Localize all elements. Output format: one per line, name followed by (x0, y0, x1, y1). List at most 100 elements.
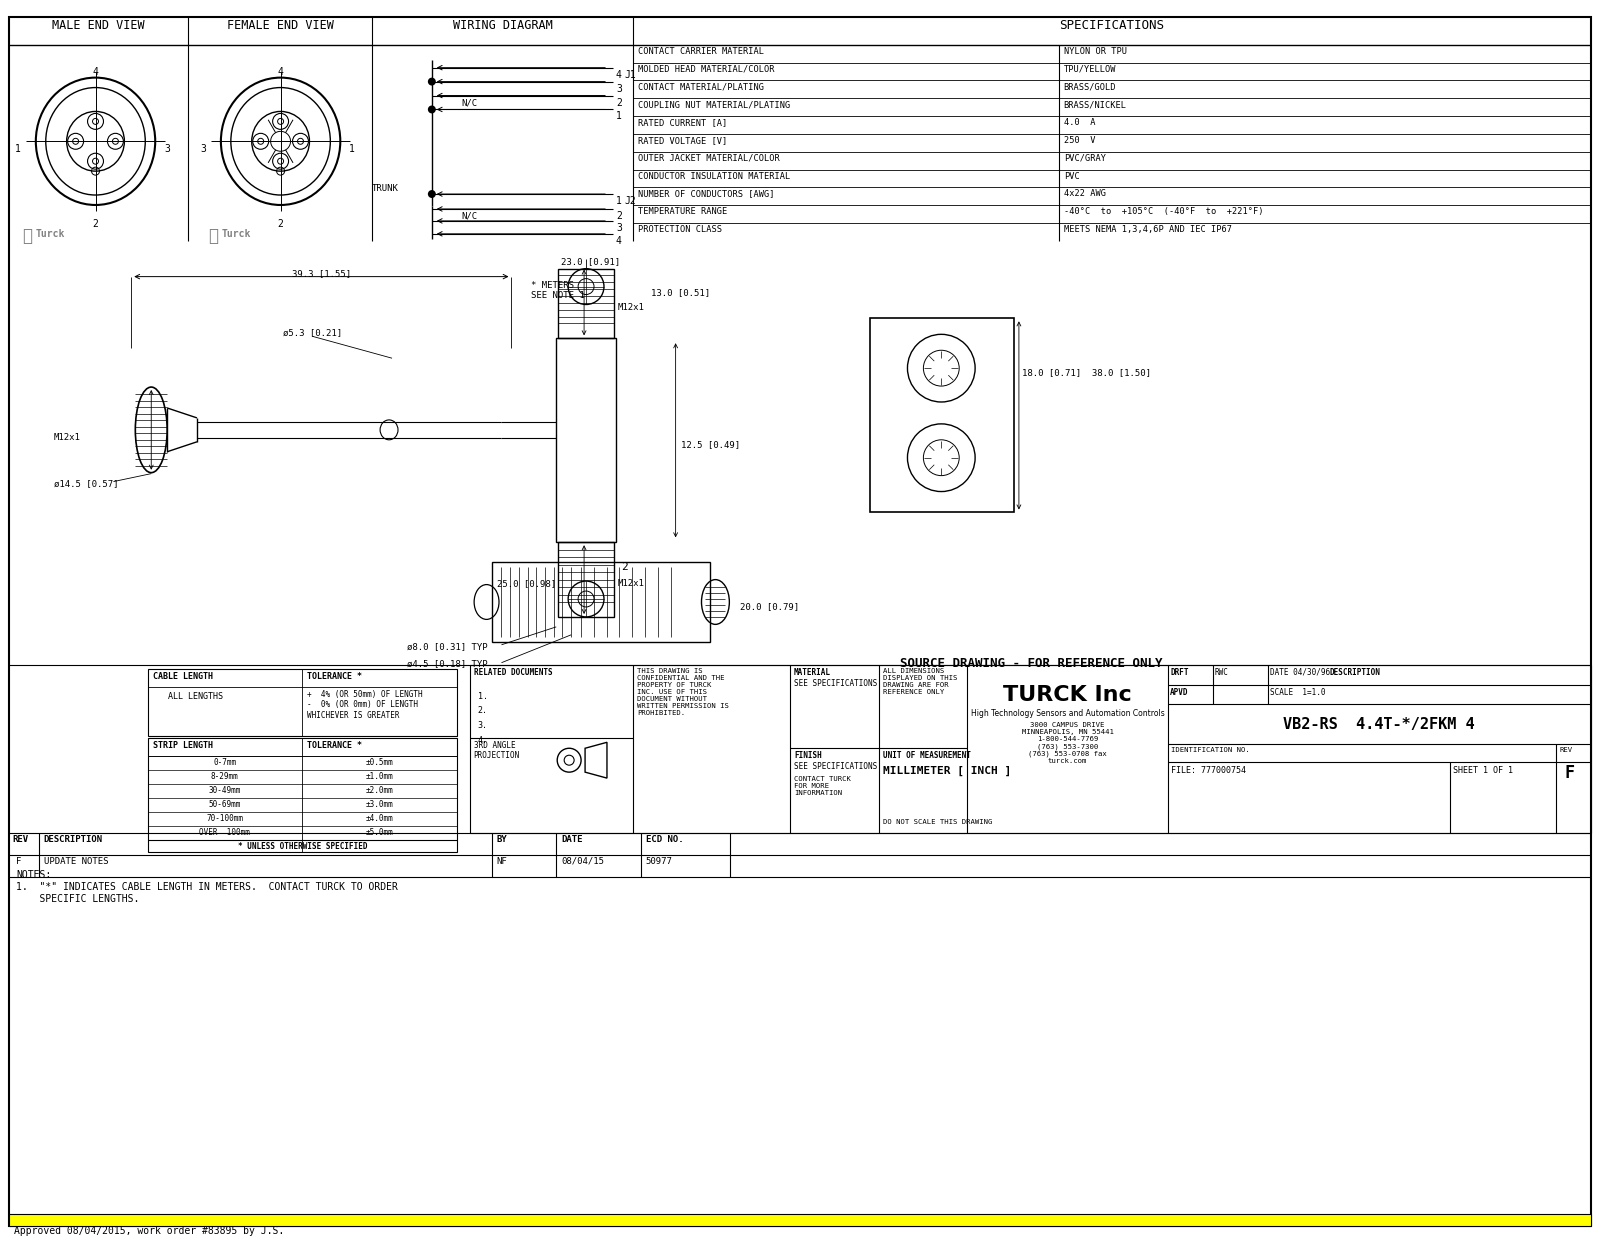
Text: RATED CURRENT [A]: RATED CURRENT [A] (638, 118, 726, 127)
Circle shape (427, 190, 435, 198)
Text: ø14.5 [0.57]: ø14.5 [0.57] (54, 480, 118, 489)
Text: ALL LENGTHS: ALL LENGTHS (168, 691, 222, 700)
Text: WHICHEVER IS GREATER: WHICHEVER IS GREATER (307, 711, 400, 720)
Text: COUPLING NUT MATERIAL/PLATING: COUPLING NUT MATERIAL/PLATING (638, 100, 790, 109)
Text: 1: 1 (616, 195, 622, 207)
Text: UPDATE NOTES: UPDATE NOTES (43, 857, 109, 866)
Text: 25.0 [0.98]: 25.0 [0.98] (496, 579, 555, 588)
Text: BY: BY (496, 835, 507, 844)
Text: 1: 1 (349, 145, 355, 155)
Text: TRUNK: TRUNK (373, 184, 398, 193)
Text: FINISH: FINISH (794, 751, 822, 761)
Text: PROTECTION CLASS: PROTECTION CLASS (638, 225, 722, 234)
Text: 50977: 50977 (646, 857, 672, 866)
Text: J2: J2 (626, 195, 637, 207)
Text: DATE: DATE (562, 835, 582, 844)
Text: TOLERANCE *: TOLERANCE * (307, 672, 363, 680)
Text: MATERIAL: MATERIAL (794, 668, 830, 677)
Circle shape (278, 119, 283, 125)
Text: MEETS NEMA 1,3,4,6P AND IEC IP67: MEETS NEMA 1,3,4,6P AND IEC IP67 (1064, 225, 1232, 234)
Text: DO NOT SCALE THIS DRAWING: DO NOT SCALE THIS DRAWING (883, 819, 992, 825)
Bar (149, 738, 456, 852)
Text: 30-49mm: 30-49mm (208, 785, 242, 795)
Text: 4: 4 (616, 236, 622, 246)
Text: 4.: 4. (478, 736, 488, 746)
Text: ±3.0mm: ±3.0mm (365, 800, 394, 809)
Text: DRFT: DRFT (1170, 668, 1189, 677)
Text: 13.0 [0.51]: 13.0 [0.51] (651, 288, 710, 298)
Text: TPU/YELLOW: TPU/YELLOW (1064, 64, 1117, 73)
Circle shape (427, 78, 435, 85)
Circle shape (298, 139, 304, 145)
Text: 2: 2 (278, 219, 283, 229)
Text: N/C: N/C (462, 99, 478, 108)
Text: * METERS
SEE NOTE 1: * METERS SEE NOTE 1 (531, 281, 586, 301)
Text: RATED VOLTAGE [V]: RATED VOLTAGE [V] (638, 136, 726, 145)
Text: ALL DIMENSIONS
DISPLAYED ON THIS
DRAWING ARE FOR
REFERENCE ONLY: ALL DIMENSIONS DISPLAYED ON THIS DRAWING… (883, 668, 957, 695)
Text: ø4.5 [0.18] TYP: ø4.5 [0.18] TYP (406, 659, 488, 668)
Text: ECD NO.: ECD NO. (646, 835, 683, 844)
Text: BRASS/GOLD: BRASS/GOLD (1064, 83, 1117, 92)
Text: Ⓣ: Ⓣ (22, 226, 32, 245)
Text: Turck: Turck (222, 229, 251, 239)
Circle shape (93, 158, 99, 165)
Text: THIS DRAWING IS
CONFIDENTIAL AND THE
PROPERTY OF TURCK
INC. USE OF THIS
DOCUMENT: THIS DRAWING IS CONFIDENTIAL AND THE PRO… (637, 668, 728, 716)
Circle shape (278, 158, 283, 165)
Text: 250  V: 250 V (1064, 136, 1094, 145)
Bar (557, 338, 616, 542)
Text: TOLERANCE *: TOLERANCE * (307, 741, 363, 751)
Text: 4: 4 (278, 67, 283, 77)
Text: 1.: 1. (478, 691, 488, 700)
Text: 70-100mm: 70-100mm (206, 814, 243, 823)
Text: SEE SPECIFICATIONS: SEE SPECIFICATIONS (794, 762, 877, 771)
Text: DATE 04/30/96: DATE 04/30/96 (1270, 668, 1330, 677)
Text: 3.: 3. (478, 721, 488, 730)
Text: CONDUCTOR INSULATION MATERIAL: CONDUCTOR INSULATION MATERIAL (638, 172, 790, 181)
Text: ø5.3 [0.21]: ø5.3 [0.21] (283, 328, 342, 338)
Text: 3: 3 (165, 145, 170, 155)
Text: ø8.0 [0.31] TYP: ø8.0 [0.31] TYP (406, 642, 488, 651)
Text: 20.0 [0.79]: 20.0 [0.79] (741, 602, 800, 611)
Text: High Technology Sensors and Automation Controls: High Technology Sensors and Automation C… (971, 710, 1165, 719)
Text: UNIT OF MEASUREMENT: UNIT OF MEASUREMENT (883, 751, 971, 761)
Text: ±4.0mm: ±4.0mm (365, 814, 394, 823)
Text: J1: J1 (626, 69, 637, 79)
Text: +  4% (OR 50mm) OF LENGTH: + 4% (OR 50mm) OF LENGTH (307, 689, 422, 699)
Text: 3000 CAMPUS DRIVE
MINNEAPOLIS, MN 55441
1-800-544-7769
(763) 553-7300
(763) 553-: 3000 CAMPUS DRIVE MINNEAPOLIS, MN 55441 … (1022, 722, 1114, 764)
Bar (558, 542, 614, 617)
Text: 18.0 [0.71]  38.0 [1.50]: 18.0 [0.71] 38.0 [1.50] (1022, 369, 1150, 377)
Text: N/C: N/C (462, 212, 478, 221)
Text: 4: 4 (616, 69, 622, 79)
Text: FEMALE END VIEW: FEMALE END VIEW (227, 19, 333, 32)
Circle shape (258, 139, 264, 145)
Text: DESCRIPTION: DESCRIPTION (43, 835, 102, 844)
Circle shape (72, 139, 78, 145)
Text: OVER  100mm: OVER 100mm (200, 828, 250, 837)
Text: OUTER JACKET MATERIAL/COLOR: OUTER JACKET MATERIAL/COLOR (638, 153, 779, 163)
Bar (149, 669, 456, 736)
Text: RELATED DOCUMENTS: RELATED DOCUMENTS (474, 668, 552, 677)
Text: PVC/GRAY: PVC/GRAY (1064, 153, 1106, 163)
Text: SPECIFIC LENGTHS.: SPECIFIC LENGTHS. (16, 893, 139, 903)
Text: RWC: RWC (1214, 668, 1229, 677)
Bar (870, 318, 1014, 512)
Text: MILLIMETER [ INCH ]: MILLIMETER [ INCH ] (883, 766, 1011, 777)
Text: NUMBER OF CONDUCTORS [AWG]: NUMBER OF CONDUCTORS [AWG] (638, 189, 774, 198)
Text: 2: 2 (93, 219, 99, 229)
Text: F: F (16, 857, 21, 866)
Text: SPECIFICATIONS: SPECIFICATIONS (1059, 19, 1165, 32)
Text: 2: 2 (616, 98, 622, 108)
Circle shape (427, 105, 435, 114)
Text: 1: 1 (616, 111, 622, 121)
Text: TEMPERATURE RANGE: TEMPERATURE RANGE (638, 207, 726, 216)
Text: SCALE  1=1.0: SCALE 1=1.0 (1270, 688, 1325, 696)
Text: CONTACT MATERIAL/PLATING: CONTACT MATERIAL/PLATING (638, 83, 763, 92)
Text: CONTACT TURCK
FOR MORE
INFORMATION: CONTACT TURCK FOR MORE INFORMATION (794, 776, 851, 797)
Text: 3: 3 (616, 84, 622, 94)
Text: 1.  "*" INDICATES CABLE LENGTH IN METERS.  CONTACT TURCK TO ORDER: 1. "*" INDICATES CABLE LENGTH IN METERS.… (16, 882, 398, 892)
Bar (558, 268, 614, 338)
Text: FILE: 777000754: FILE: 777000754 (1171, 766, 1246, 776)
Text: DESCRIPTION: DESCRIPTION (1330, 668, 1381, 677)
Text: CABLE LENGTH: CABLE LENGTH (154, 672, 213, 680)
Text: * UNLESS OTHERWISE SPECIFIED: * UNLESS OTHERWISE SPECIFIED (238, 842, 368, 851)
